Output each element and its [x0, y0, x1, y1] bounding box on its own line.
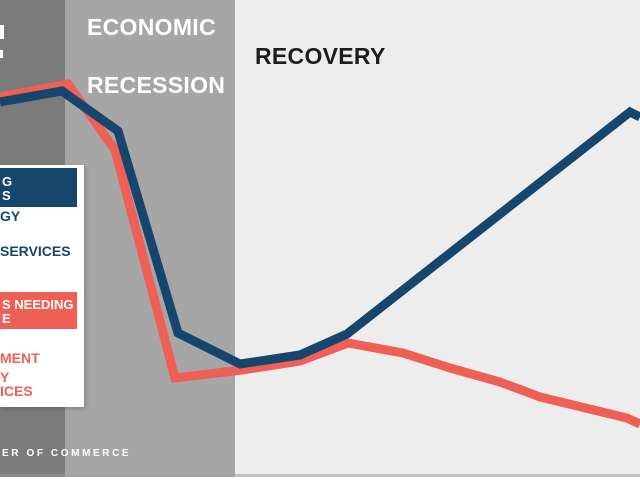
legend-blue-swatch-text: S — [2, 188, 11, 203]
phase-band-recovery — [235, 0, 640, 477]
legend-item: SERVICES — [0, 243, 71, 259]
legend-item: GY — [0, 208, 21, 224]
legend-item: MENT — [0, 350, 40, 366]
legend-box: G S GY SERVICES S NEEDING E MENT Y ICES — [0, 165, 84, 407]
phase-label-line: RECOVERY — [255, 43, 386, 69]
cropped-label-fragment — [0, 25, 4, 39]
legend-blue-swatch: G S — [0, 168, 77, 207]
legend-item: Y — [0, 369, 10, 385]
cropped-label-fragment — [0, 50, 3, 58]
legend-blue-swatch-text: G — [2, 174, 13, 189]
phase-label-line: RECESSION — [87, 72, 226, 98]
legend-red-swatch-text: S NEEDING — [2, 297, 74, 312]
phase-label-economic-recession: ECONOMIC RECESSION — [87, 13, 225, 100]
legend-item: ICES — [0, 383, 33, 399]
legend-red-swatch-text: E — [2, 311, 11, 326]
phase-label-recovery: RECOVERY — [255, 13, 386, 71]
chart-bottom-edge — [0, 474, 640, 477]
source-attribution: ER OF COMMERCE — [2, 448, 132, 459]
legend-red-swatch: S NEEDING E — [0, 292, 77, 329]
phase-label-line: ECONOMIC — [87, 14, 216, 40]
